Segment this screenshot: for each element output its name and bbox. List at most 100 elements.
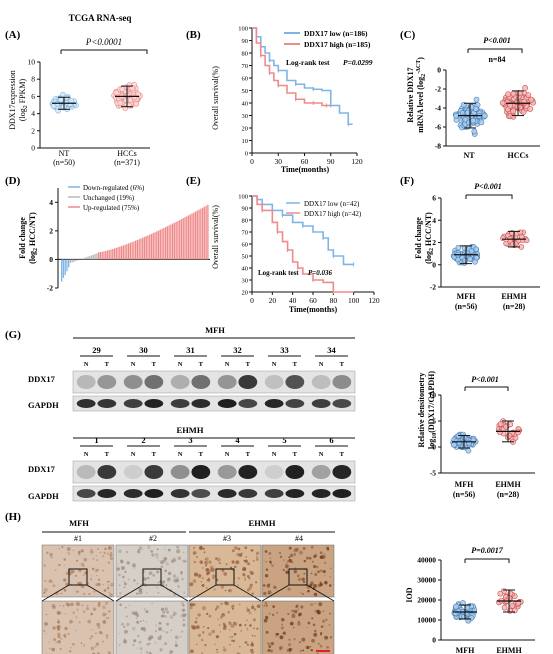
panel-h-ihc-cell	[202, 631, 205, 634]
panel-h-ihc-cell	[297, 608, 300, 611]
panel-h-ihc-cell	[237, 547, 241, 551]
panel-h-ihc-cell	[218, 624, 221, 626]
panel-h-label-3: #3	[223, 534, 231, 543]
panel-a-dot	[129, 85, 136, 91]
panel-h-ihc-cell	[97, 625, 101, 629]
panel-h-ihc-cell	[71, 569, 75, 574]
panel-d-bar	[76, 259, 79, 261]
panel-h-ihc-cell	[317, 642, 320, 645]
panel-h-ihc-cell	[97, 578, 101, 581]
panel-e-logrank: Log-rank test	[258, 269, 299, 277]
panel-h-ihc-cell	[60, 637, 63, 640]
panel-h-ihc-cell	[295, 547, 299, 552]
panel-h-ihc-cell	[107, 561, 110, 564]
panel-h-ihc-cell	[52, 626, 56, 630]
panel-h-ihc-cell	[208, 560, 212, 564]
panel-h-ihc-cell	[320, 633, 322, 636]
panel-b-y-tick-label: 40	[242, 101, 249, 108]
panel-h-ihc-cell	[204, 561, 207, 564]
panel-h-ihc-cell	[265, 568, 269, 571]
panel-h-ihc-cell	[294, 567, 297, 569]
panel-c-dot	[481, 112, 488, 119]
panel-h-ihc-cell	[193, 603, 196, 606]
panel-h-ihc-cell	[301, 577, 306, 582]
panel-d-bar	[184, 217, 186, 260]
panel-h-ihc-cell	[131, 611, 135, 615]
panel-h-ihc-cell	[107, 651, 110, 653]
panel-d-bar	[61, 259, 63, 282]
panel-h-ihc-cell	[182, 559, 185, 563]
panel-h-ihc-cell	[240, 630, 242, 632]
panel-h-ihc-cell	[229, 636, 231, 639]
panel-f-dot	[468, 248, 475, 254]
panel-g-mfh-sample-label: 32	[233, 345, 242, 355]
panel-h-ihc-cell	[211, 629, 216, 634]
panel-d-bar	[161, 228, 163, 260]
panel-g-ehmh-gapdh-band	[144, 489, 164, 498]
panel-h-ihc-cell	[197, 633, 201, 637]
panel-h-ihc-cell	[194, 620, 198, 624]
panel-h-ihc-cell	[206, 587, 208, 589]
panel-h-ihc-cell	[275, 586, 277, 589]
panel-h-ihc-cell	[54, 569, 57, 572]
panel-h-y-tick-label: 20000	[417, 596, 436, 605]
panel-h-ihc-cell	[89, 550, 94, 554]
panel-e-y-tick-label: 80	[242, 218, 249, 225]
panel-h-ihc-cell	[233, 632, 237, 636]
panel-h-ihc-cell	[58, 564, 61, 567]
panel-d-bar	[117, 247, 119, 260]
panel-h-ihc-cell	[102, 569, 104, 571]
panel-h-ihc-cell	[314, 602, 316, 605]
panel-d-bar	[113, 248, 116, 260]
panel-a-y-tick-label: 8	[31, 75, 35, 84]
panel-h-zoom-line	[306, 584, 335, 602]
panel-h-ihc-cell	[295, 605, 298, 608]
panel-h-ihc-cell	[276, 589, 278, 591]
panel-h-ihc-cell	[266, 583, 271, 588]
panel-h-ihc-cell	[75, 616, 78, 619]
panel-h-sig-bracket	[464, 558, 510, 563]
panel-h-ihc-cell	[267, 642, 270, 646]
panel-h-zoom-box	[288, 568, 308, 586]
panel-h-ihc-cell	[329, 576, 332, 578]
panel-g-mfh-gapdh-band	[332, 399, 352, 408]
panel-h-ihc-cell	[82, 574, 85, 576]
panel-d-bar	[98, 252, 100, 260]
panel-h-group-mfh: MFH	[456, 646, 475, 654]
panel-h-ihc-cell	[299, 592, 302, 594]
panel-h-ihc-cell	[197, 613, 201, 617]
panel-h-ihc-cell	[123, 625, 126, 628]
panel-h-ihc-cell	[245, 556, 247, 558]
panel-h-ihc-cell	[165, 562, 169, 566]
panel-h-ihc-cell	[182, 604, 185, 607]
panel-h-ihc-cell	[201, 577, 204, 580]
panel-h-ihc-cell	[246, 619, 248, 621]
panel-e-y-tick-label: 40	[242, 266, 249, 273]
panel-d-bar	[112, 248, 114, 260]
panel-h-ihc-cell	[166, 610, 169, 614]
panel-h-ihc-cell	[123, 581, 125, 583]
panel-h-ihc-cell	[172, 611, 177, 616]
panel-h-y-tick-label: 40000	[417, 556, 436, 565]
panel-h-ihc-cell	[136, 620, 140, 624]
panel-h-ihc-cell	[272, 605, 275, 608]
panel-d-bar	[108, 250, 110, 260]
panel-e-x-tick-label: 100	[348, 296, 360, 305]
panel-h-ihc-cell	[268, 645, 272, 648]
panel-b-x-tick-label: 90	[327, 157, 335, 166]
panel-h-ihc-cell	[242, 573, 246, 577]
panel-g-mfh-gapdh-band	[238, 399, 258, 408]
panel-d-bar	[150, 233, 153, 260]
panel-h-axes: 0 10000 20000 30000 40000	[417, 556, 535, 645]
panel-h-ihc-cell	[228, 589, 231, 592]
panel-h-ihc-cell	[324, 580, 328, 585]
panel-h-ihc-cell	[264, 573, 269, 578]
panel-h-ihc-cell	[149, 635, 153, 640]
panel-g-ehmh-lane-n: N	[84, 451, 89, 458]
panel-h-ihc-cell	[288, 556, 291, 559]
panel-h-ihc-cell	[164, 548, 166, 550]
panel-g-group-mfh: MFH	[455, 480, 474, 489]
panel-e-y-tick-label: 60	[242, 242, 249, 249]
panel-b-km-curve-high	[252, 27, 331, 107]
panel-e-x-tick-label: 60	[309, 296, 317, 305]
